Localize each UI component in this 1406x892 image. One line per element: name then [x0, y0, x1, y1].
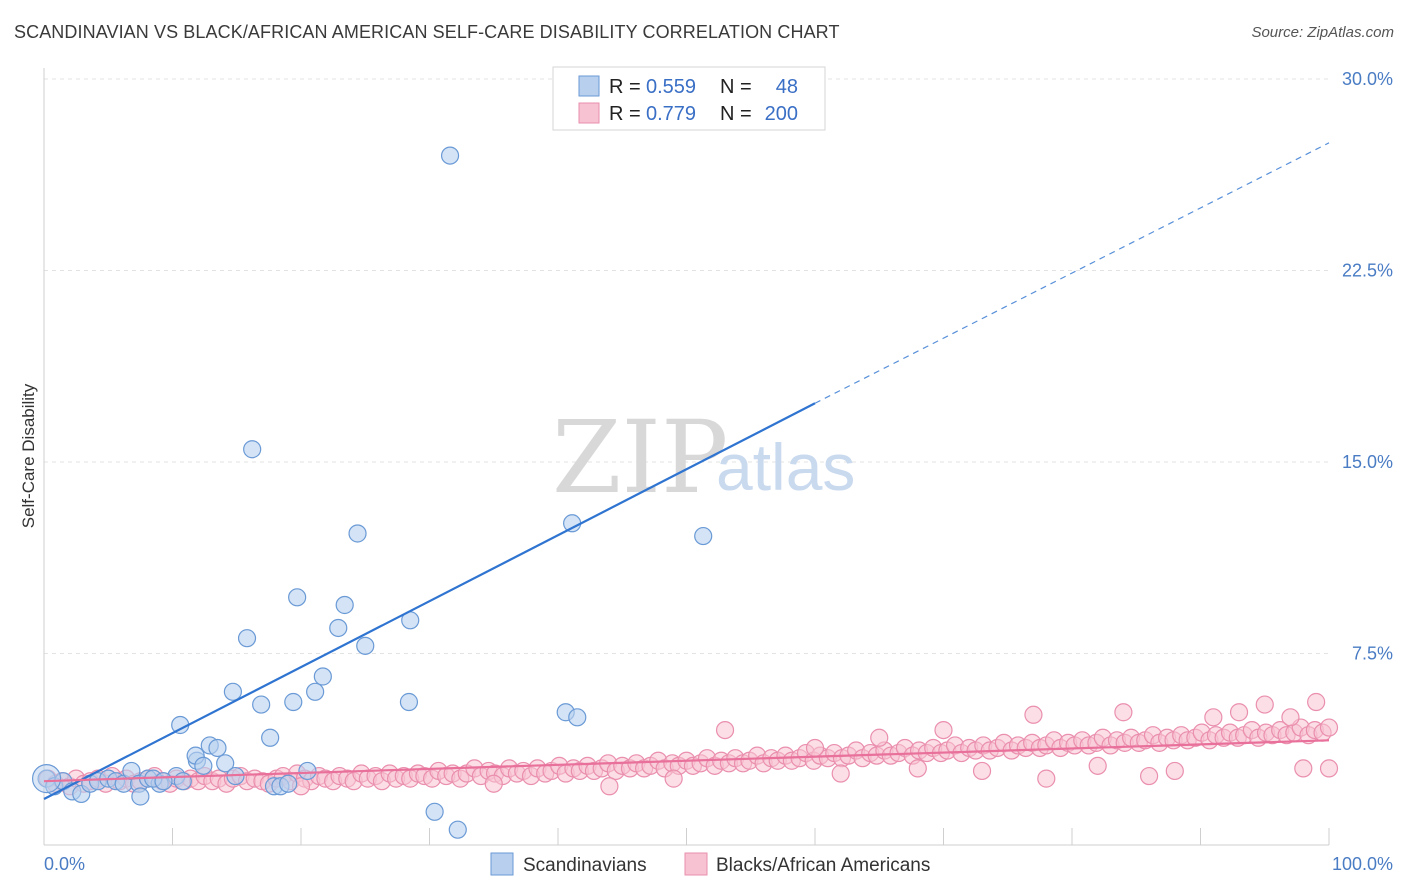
trend-line-black	[43, 739, 1330, 783]
point-scandinavian	[348, 524, 367, 543]
point-black	[1204, 708, 1223, 727]
point-scandinavian	[306, 682, 325, 701]
bottom-legend-label-black: Blacks/African Americans	[716, 855, 930, 876]
point-black	[1024, 705, 1043, 724]
point-scandinavian	[399, 692, 419, 712]
point-black	[908, 759, 927, 778]
point-black	[972, 761, 992, 781]
source-attribution: Source: ZipAtlas.com	[1251, 24, 1394, 41]
point-scandinavian	[223, 682, 242, 701]
point-black	[1255, 695, 1274, 714]
point-scandinavian	[194, 756, 213, 775]
point-black	[831, 764, 850, 783]
bottom-legend-label-scandinavians: Scandinavians	[523, 855, 647, 876]
point-black	[870, 728, 889, 747]
point-scandinavian	[448, 820, 467, 839]
x-tick-label-start: 0.0%	[44, 854, 85, 874]
point-black	[1037, 769, 1056, 788]
y-axis-title: Self-Care Disability	[19, 383, 38, 528]
point-black	[1294, 759, 1313, 778]
point-black	[484, 774, 503, 793]
point-black	[1281, 708, 1300, 727]
legend-swatch-black	[578, 102, 600, 124]
point-black	[664, 769, 683, 788]
chart-title: SCANDINAVIAN VS BLACK/AFRICAN AMERICAN S…	[14, 22, 840, 42]
point-scandinavian	[131, 787, 150, 806]
legend-r-value-2: 0.779	[646, 103, 696, 125]
point-black	[805, 738, 825, 758]
legend-n-label-1: N =	[720, 76, 752, 98]
point-black	[1319, 759, 1339, 778]
point-black	[600, 777, 619, 796]
point-scandinavian	[298, 761, 317, 781]
point-black	[1307, 692, 1326, 712]
y-tick-label: 22.5%	[1342, 261, 1393, 281]
point-scandinavian	[216, 754, 235, 773]
point-scandinavian	[425, 802, 444, 821]
point-scandinavian	[329, 618, 348, 638]
legend-r-label-2: R =	[609, 103, 641, 125]
y-tick-label: 15.0%	[1342, 452, 1393, 472]
point-scandinavian	[154, 772, 173, 791]
point-scandinavian	[279, 774, 298, 793]
y-tick-label: 30.0%	[1342, 69, 1393, 89]
legend-swatch-scandinavians	[578, 75, 600, 97]
point-scandinavian	[313, 667, 332, 686]
point-scandinavian	[261, 728, 280, 747]
y-tick-label: 7.5%	[1352, 644, 1393, 664]
point-black	[1088, 756, 1107, 775]
point-scandinavian	[243, 440, 262, 459]
point-scandinavian	[335, 595, 354, 615]
trend-line-scandinavians	[43, 402, 816, 801]
point-scandinavian	[173, 772, 192, 791]
point-black	[1229, 703, 1249, 722]
point-black	[1114, 703, 1133, 722]
watermark-atlas: atlas	[716, 430, 855, 504]
point-scandinavian	[356, 636, 375, 655]
point-scandinavian	[284, 692, 303, 712]
point-black	[1139, 766, 1159, 786]
point-scandinavian	[568, 708, 587, 727]
legend-box: R = 0.559 N = 48 R = 0.779 N = 200	[552, 66, 826, 131]
point-black	[934, 720, 953, 740]
point-scandinavian	[208, 738, 227, 758]
legend-n-value-1: 48	[776, 76, 798, 98]
point-scandinavian	[237, 629, 257, 648]
bottom-legend-swatch-black	[684, 852, 708, 876]
legend-r-label-1: R =	[609, 76, 641, 98]
trend-line-scandinavians-extension	[814, 142, 1330, 404]
point-scandinavian-large	[31, 764, 62, 794]
point-black	[1165, 761, 1184, 781]
watermark: ZIP atlas	[552, 399, 855, 516]
legend-n-label-2: N =	[720, 103, 752, 125]
legend-r-value-1: 0.559	[646, 76, 696, 98]
bottom-legend-swatch-scandinavians	[490, 852, 514, 876]
point-black	[715, 720, 735, 740]
grid-lines	[44, 78, 1329, 654]
x-tick-label-end: 100.0%	[1332, 854, 1393, 874]
trend-lines	[43, 142, 1330, 801]
legend-n-value-2: 200	[765, 103, 798, 125]
point-scandinavian	[440, 146, 460, 165]
tick-labels: 7.5% 15.0% 22.5% 30.0% 0.0% 100.0%	[44, 69, 1393, 874]
watermark-zip: ZIP	[552, 399, 728, 516]
point-scandinavian	[694, 526, 713, 546]
point-black	[1319, 718, 1339, 737]
point-scandinavian	[288, 588, 307, 607]
axes	[43, 68, 1330, 846]
bottom-legend: Scandinavians Blacks/African Americans	[490, 852, 930, 876]
point-scandinavian	[252, 695, 271, 714]
point-scandinavian	[563, 514, 582, 533]
